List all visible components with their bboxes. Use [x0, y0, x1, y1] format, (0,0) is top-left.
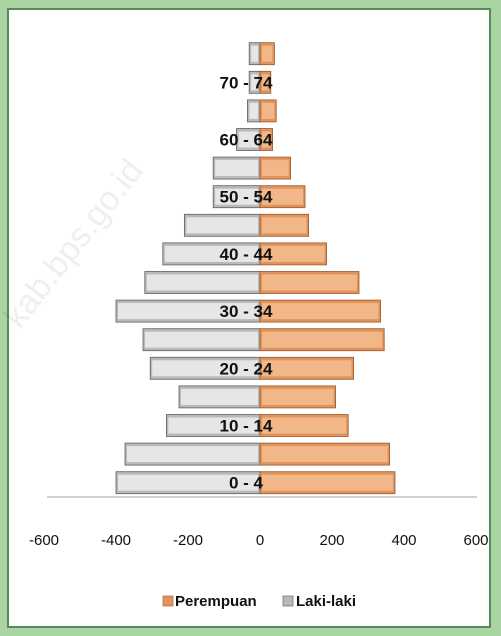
legend-swatch-perempuan	[162, 595, 174, 607]
x-tick-label: -600	[29, 532, 59, 549]
bar-perempuan-highlight-5	[262, 331, 383, 348]
bar-laki-laki-highlight-2	[168, 417, 258, 434]
bar-perempuan-highlight-14	[262, 74, 269, 91]
legend-swatch-laki-laki	[282, 595, 294, 607]
bar-perempuan-highlight-2	[262, 417, 347, 434]
bar-perempuan-highlight-0	[262, 474, 393, 491]
bar-perempuan-highlight-8	[262, 245, 325, 262]
bar-laki-laki-highlight-8	[164, 245, 258, 262]
bar-perempuan-highlight-6	[262, 303, 379, 320]
category-label: 30 - 34	[220, 302, 273, 321]
category-label: 0 - 4	[229, 474, 264, 493]
bar-laki-laki-highlight-14	[251, 74, 258, 91]
bar-laki-laki-highlight-3	[181, 388, 258, 405]
legend: Perempuan Laki-laki	[162, 593, 356, 610]
bar-laki-laki-highlight-9	[186, 217, 258, 234]
bar-perempuan-highlight-10	[262, 188, 303, 205]
bar-perempuan-highlight-13	[262, 102, 275, 119]
bar-laki-laki-highlight-10	[215, 188, 258, 205]
bar-laki-laki-highlight-5	[145, 331, 258, 348]
bar-laki-laki-highlight-6	[118, 303, 258, 320]
bar-laki-laki-highlight-4	[152, 360, 258, 377]
x-tick-label: 600	[463, 532, 488, 549]
bar-perempuan-highlight-12	[262, 131, 271, 148]
bar-laki-laki-highlight-12	[238, 131, 258, 148]
bar-laki-laki-highlight-13	[249, 102, 258, 119]
bar-laki-laki-highlight-11	[215, 160, 258, 177]
bar-laki-laki-highlight-7	[146, 274, 258, 291]
x-tick-label: 400	[391, 532, 416, 549]
bar-laki-laki-highlight-15	[251, 45, 258, 62]
x-tick-label: 200	[319, 532, 344, 549]
category-label: 60 - 64	[220, 131, 273, 150]
category-label: 20 - 24	[220, 359, 273, 378]
category-label: 50 - 54	[220, 188, 273, 207]
category-label: 70 - 74	[220, 73, 273, 92]
x-tick-label: 0	[256, 532, 264, 549]
bar-perempuan-highlight-9	[262, 217, 307, 234]
legend-label-perempuan: Perempuan	[175, 593, 257, 610]
x-tick-label: -400	[101, 532, 131, 549]
x-tick-label: -200	[173, 532, 203, 549]
category-label: 40 - 44	[220, 245, 273, 264]
bar-perempuan-highlight-15	[262, 45, 273, 62]
bar-perempuan-highlight-11	[262, 160, 289, 177]
bar-perempuan-highlight-1	[262, 446, 388, 463]
legend-label-laki-laki: Laki-laki	[296, 593, 356, 610]
bar-perempuan-highlight-3	[262, 388, 334, 405]
bar-laki-laki-highlight-1	[127, 446, 258, 463]
category-label: 10 - 14	[220, 417, 273, 436]
bar-laki-laki-highlight-0	[118, 474, 258, 491]
bar-perempuan-highlight-7	[262, 274, 357, 291]
bar-perempuan-highlight-4	[262, 360, 352, 377]
